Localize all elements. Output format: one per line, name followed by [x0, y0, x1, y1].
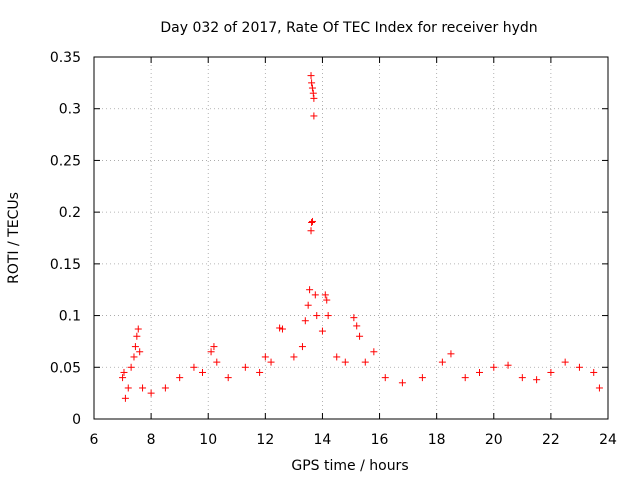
data-point: [261, 353, 269, 361]
data-point: [127, 363, 135, 371]
data-point: [461, 374, 469, 382]
data-point: [533, 376, 541, 384]
data-point: [210, 343, 218, 351]
data-point: [307, 227, 315, 235]
data-point: [161, 384, 169, 392]
data-point: [308, 79, 316, 87]
data-point: [278, 325, 286, 333]
data-point: [290, 353, 298, 361]
data-point: [276, 324, 284, 332]
data-point: [199, 368, 207, 376]
y-axis-label: ROTI / TECUs: [6, 192, 22, 284]
data-point: [447, 350, 455, 358]
data-point: [518, 374, 526, 382]
data-point: [595, 384, 603, 392]
y-tick-label: 0.3: [59, 102, 81, 118]
x-tick-label: 10: [199, 432, 217, 448]
data-point: [147, 389, 155, 397]
data-point: [308, 217, 316, 225]
data-point: [353, 322, 361, 330]
data-points: [119, 72, 603, 402]
data-point: [381, 374, 389, 382]
data-point: [308, 218, 316, 226]
data-point: [575, 363, 583, 371]
plot-frame: [93, 56, 609, 420]
data-point: [398, 379, 406, 387]
data-point: [438, 358, 446, 366]
data-point: [318, 327, 326, 335]
x-tick-label: 24: [599, 432, 617, 448]
data-point: [310, 94, 318, 102]
data-point: [213, 358, 221, 366]
data-point: [490, 363, 498, 371]
data-point: [256, 368, 264, 376]
data-point: [561, 358, 569, 366]
data-point: [304, 301, 312, 309]
data-point: [370, 348, 378, 356]
data-point: [504, 361, 512, 369]
x-tick-label: 20: [485, 432, 503, 448]
data-point: [547, 368, 555, 376]
data-point: [310, 112, 318, 120]
y-axis-ticks: 0 0.05 0.1 0.15 0.2 0.25 0.3 0.35: [50, 50, 608, 428]
data-point: [418, 374, 426, 382]
x-tick-label: 22: [542, 432, 560, 448]
data-point: [131, 343, 139, 351]
data-point: [190, 363, 198, 371]
data-point: [124, 384, 132, 392]
data-point: [341, 358, 349, 366]
data-point: [321, 291, 329, 299]
data-point: [311, 291, 319, 299]
data-point: [361, 358, 369, 366]
data-point: [323, 296, 331, 304]
data-point: [313, 312, 321, 320]
x-axis-label: GPS time / hours: [291, 458, 408, 474]
data-point: [476, 368, 483, 376]
x-tick-label: 12: [256, 432, 274, 448]
data-point: [307, 72, 315, 80]
data-point: [308, 84, 316, 92]
data-point: [324, 312, 332, 320]
data-point: [130, 353, 138, 361]
y-tick-label: 0.1: [59, 309, 81, 325]
data-point: [241, 363, 249, 371]
data-point: [224, 374, 232, 382]
data-point: [120, 368, 128, 376]
chart-title: Day 032 of 2017, Rate Of TEC Index for r…: [160, 20, 537, 36]
data-point: [356, 332, 364, 340]
data-point: [298, 343, 306, 351]
data-point: [139, 384, 147, 392]
y-tick-label: 0.35: [50, 50, 81, 66]
data-point: [333, 353, 341, 361]
x-tick-label: 18: [428, 432, 446, 448]
data-point: [590, 368, 598, 376]
x-tick-label: 6: [90, 432, 99, 448]
x-tick-label: 16: [371, 432, 389, 448]
y-tick-label: 0.2: [59, 205, 81, 221]
data-point: [207, 348, 215, 356]
x-tick-label: 8: [147, 432, 156, 448]
data-point: [350, 314, 358, 322]
data-point: [121, 394, 129, 402]
y-tick-label: 0: [72, 412, 81, 428]
data-point: [309, 89, 317, 97]
data-point: [134, 325, 142, 333]
data-point: [267, 358, 275, 366]
y-tick-label: 0.15: [50, 257, 81, 273]
data-point: [176, 374, 184, 382]
data-point: [306, 286, 314, 294]
data-point: [119, 374, 127, 382]
data-point: [301, 317, 309, 325]
grid: [94, 57, 608, 419]
y-tick-label: 0.25: [50, 153, 81, 169]
x-tick-label: 14: [314, 432, 332, 448]
data-point: [136, 348, 144, 356]
data-point: [133, 332, 141, 340]
x-axis-ticks: 6 8 10 12 14 16 18 20 22 24: [90, 57, 617, 448]
y-tick-label: 0.05: [50, 360, 81, 376]
